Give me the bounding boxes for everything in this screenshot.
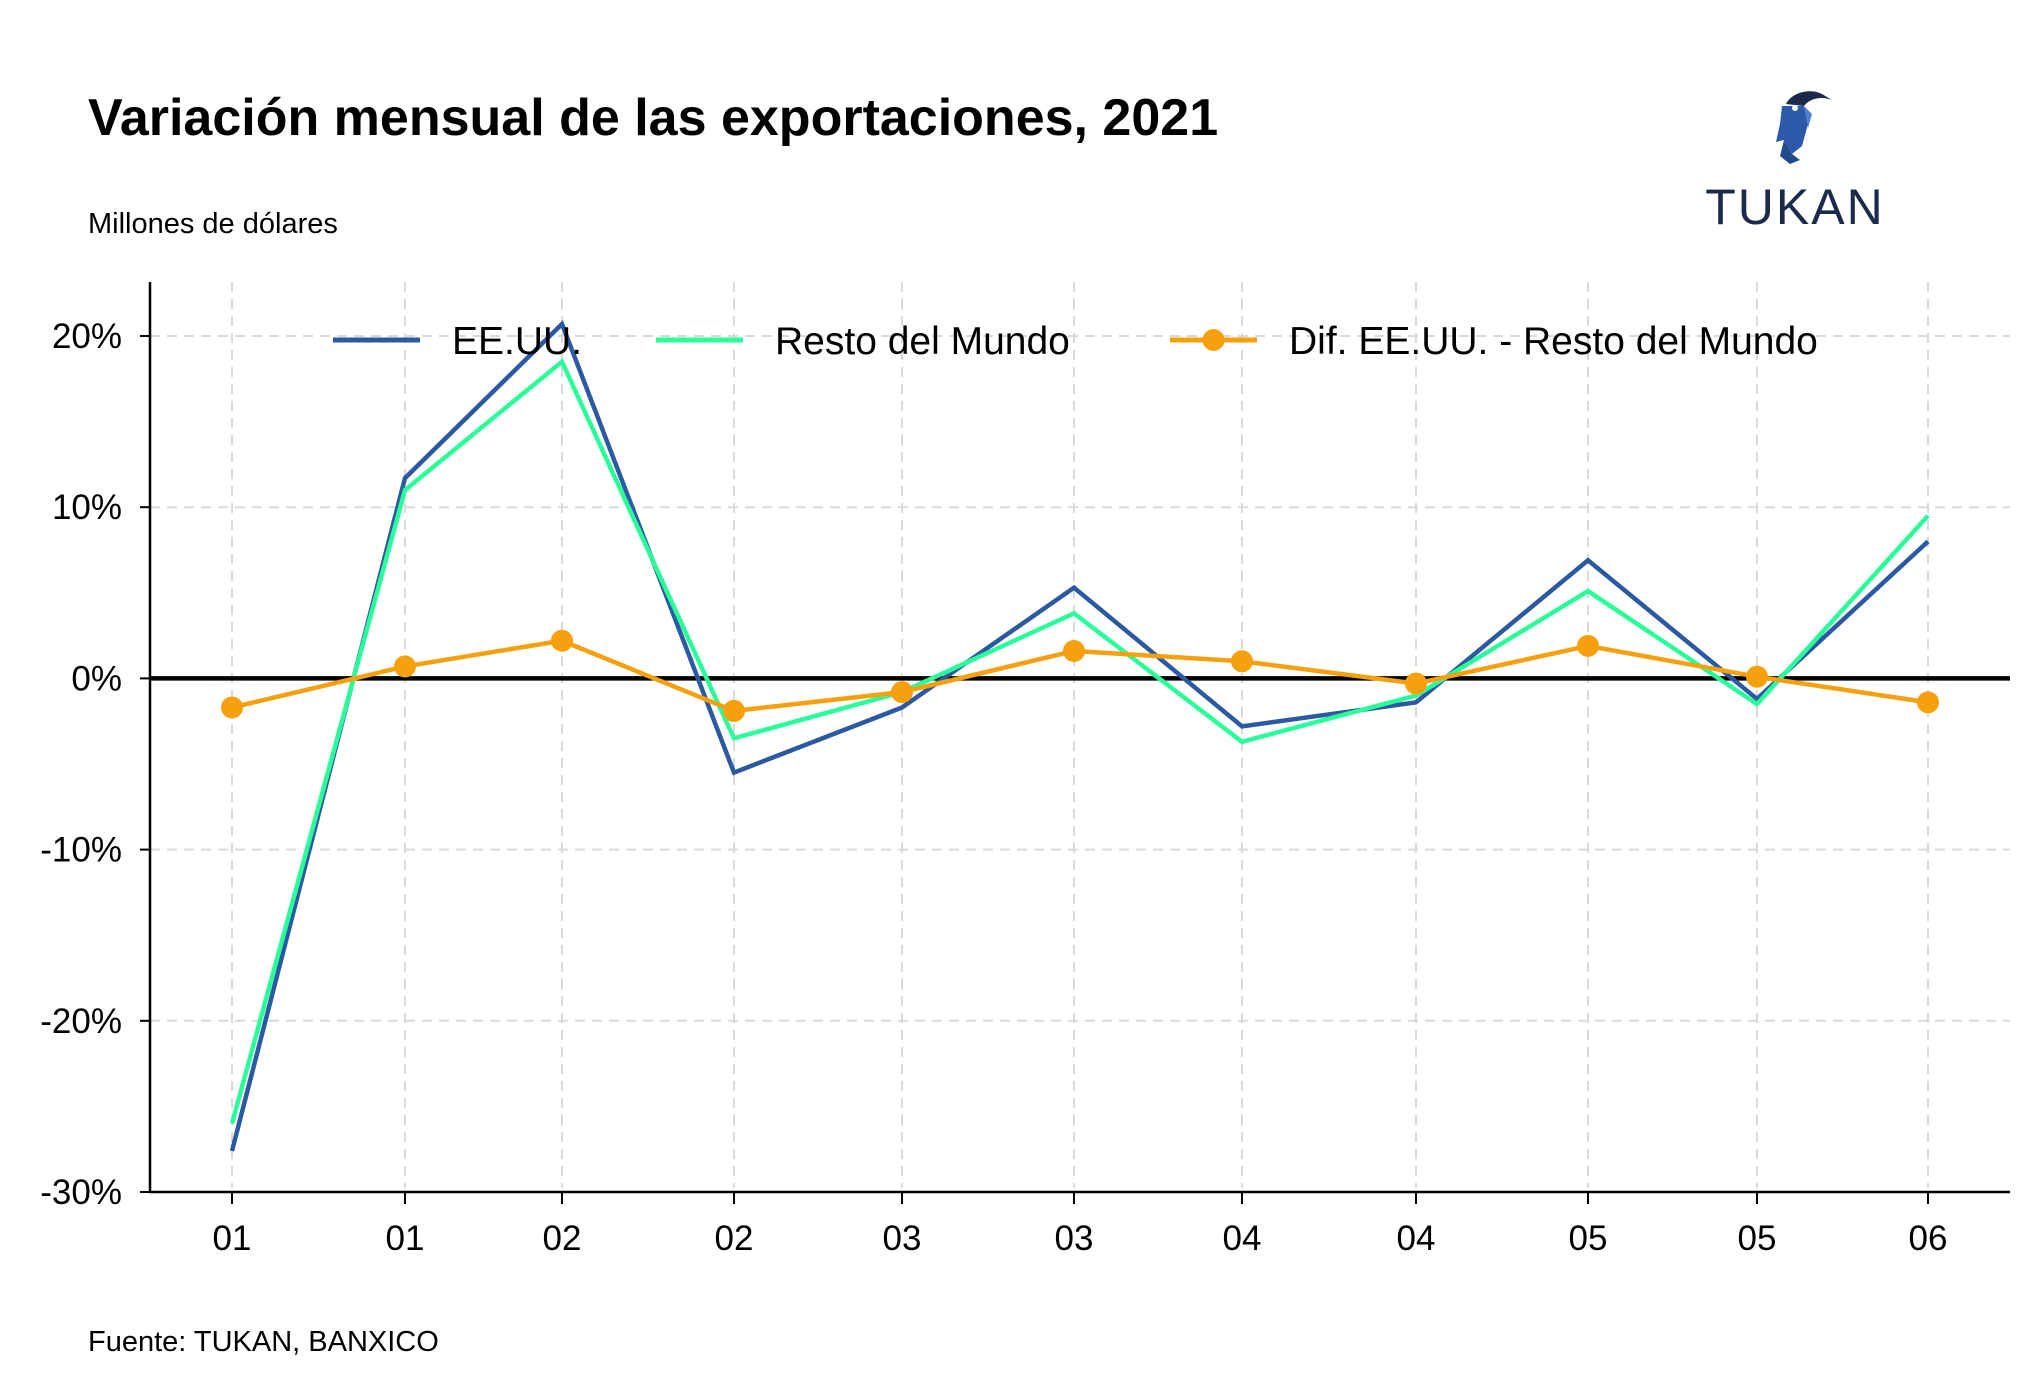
legend-label: Dif. EE.UU. - Resto del Mundo [1289, 320, 1818, 363]
data-point [1231, 650, 1253, 673]
chart-title: Variación mensual de las exportaciones, … [88, 89, 1219, 147]
x-tick-label: 02 [715, 1219, 754, 1258]
series-line-0 [229, 320, 1930, 1152]
legend-label: EE.UU. [452, 320, 582, 363]
data-point [891, 681, 913, 704]
legend-label: Resto del Mundo [775, 320, 1070, 363]
y-tick-label: -10% [40, 831, 122, 870]
data-point [723, 699, 745, 722]
tukan-logo: TUKAN [1700, 84, 1890, 235]
x-tick-label: 05 [1738, 1219, 1777, 1258]
logo-text: TUKAN [1705, 179, 1885, 235]
x-tick-label: 04 [1223, 1219, 1262, 1258]
x-tick-label: 05 [1569, 1219, 1608, 1258]
chart-subtitle: Millones de dólares [88, 208, 338, 240]
data-point [1746, 665, 1768, 688]
toucan-icon [1776, 91, 1832, 164]
x-tick-label: 03 [883, 1219, 922, 1258]
x-tick-label: 03 [1055, 1219, 1094, 1258]
data-point [1405, 672, 1427, 695]
y-tick-label: 10% [52, 488, 122, 527]
source-note: Fuente: TUKAN, BANXICO [88, 1326, 439, 1358]
y-tick-label: -30% [40, 1173, 122, 1212]
data-point [1577, 634, 1599, 657]
data-point [1063, 640, 1085, 663]
x-tick-label: 01 [386, 1219, 425, 1258]
y-tick-label: 20% [52, 317, 122, 356]
y-tick-label: -20% [40, 1002, 122, 1041]
data-point [221, 696, 243, 719]
series-line-1 [229, 358, 1930, 1125]
x-tick-label: 01 [213, 1219, 252, 1258]
y-tick-label: 0% [71, 659, 122, 698]
data-point [551, 629, 573, 652]
data-point [1917, 691, 1939, 714]
x-tick-label: 06 [1909, 1219, 1948, 1258]
x-tick-label: 04 [1397, 1219, 1436, 1258]
legend-marker [1202, 329, 1225, 351]
x-tick-label: 02 [543, 1219, 582, 1258]
data-point [394, 655, 416, 678]
